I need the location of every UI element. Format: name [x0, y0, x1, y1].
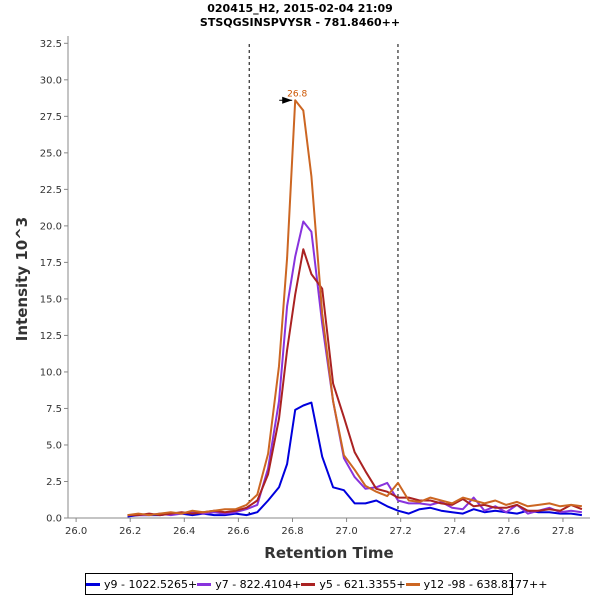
legend-item: y5 - 621.3355+	[301, 577, 406, 591]
y-tick-label: 10.0	[40, 367, 62, 378]
y-tick-label: 27.5	[40, 112, 62, 123]
x-tick-label: 26.8	[281, 526, 303, 537]
y-axis-label: Intensity 10^3	[13, 217, 31, 341]
x-tick-label: 26.4	[173, 526, 195, 537]
legend-label: y7 - 822.4104+	[215, 577, 302, 591]
chart-title: 020415_H2, 2015-02-04 21:09	[207, 2, 393, 15]
series-line	[127, 401, 583, 518]
peak-label: 26.8	[287, 89, 307, 99]
series-line	[127, 99, 583, 517]
x-tick-label: 27.2	[390, 526, 412, 537]
y-tick-label: 7.5	[46, 404, 62, 415]
x-tick-label: 27.0	[335, 526, 357, 537]
y-tick-label: 15.0	[40, 294, 62, 305]
y-tick-label: 20.0	[40, 221, 62, 232]
y-tick-label: 25.0	[40, 148, 62, 159]
x-tick-label: 27.8	[552, 526, 574, 537]
legend-swatch	[86, 582, 100, 586]
y-tick-label: 2.5	[46, 477, 62, 488]
y-tick-label: 22.5	[40, 185, 62, 196]
legend-swatch	[405, 582, 420, 586]
x-tick-label: 26.2	[119, 526, 141, 537]
y-tick-label: 30.0	[40, 75, 62, 86]
x-axis-label: Retention Time	[264, 544, 393, 562]
legend-swatch	[197, 582, 212, 586]
legend-item: y7 - 822.4104+	[197, 578, 301, 591]
legend-swatch	[301, 582, 316, 586]
series-line	[127, 220, 583, 517]
legend-label: y12 -98 - 638.8177++	[423, 577, 548, 591]
x-tick-label: 26.0	[65, 526, 87, 537]
legend-label: y9 - 1022.5265+	[104, 577, 198, 591]
x-tick-label: 26.6	[227, 526, 249, 537]
y-tick-label: 0.0	[46, 514, 62, 525]
y-tick-label: 17.5	[40, 258, 62, 269]
x-tick-label: 27.4	[444, 526, 466, 537]
y-tick-label: 32.5	[40, 39, 62, 50]
chart-legend: y9 - 1022.5265+ y7 - 822.4104+ y5 - 621.33…	[85, 573, 547, 595]
y-tick-label: 5.0	[46, 440, 62, 451]
legend-label: y5 - 621.3355+	[319, 577, 406, 591]
legend-item: y12 -98 - 638.8177++	[405, 577, 548, 591]
y-tick-label: 12.5	[40, 331, 62, 342]
x-tick-label: 27.6	[498, 526, 520, 537]
legend-item: y9 - 1022.5265+	[86, 578, 197, 591]
chart-subtitle: STSQGSINSPVYSR - 781.8460++	[200, 16, 400, 29]
